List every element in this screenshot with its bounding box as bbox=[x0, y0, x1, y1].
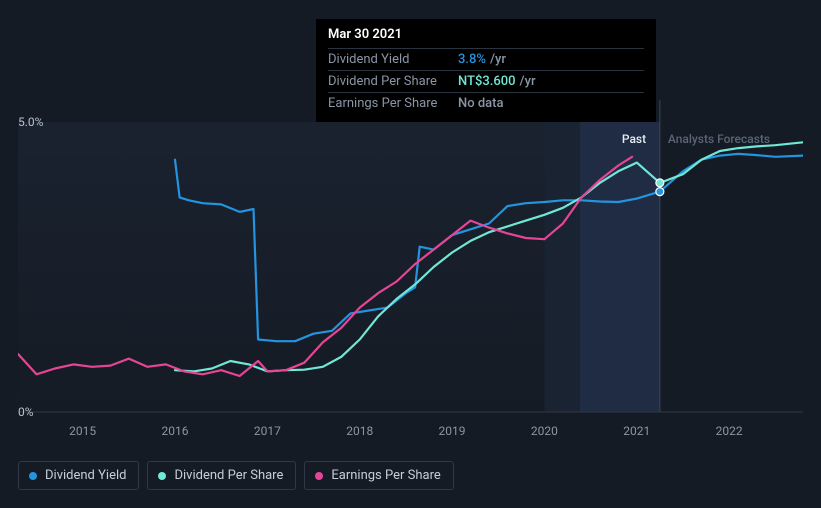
past-label: Past bbox=[622, 132, 646, 146]
legend-label: Dividend Yield bbox=[45, 468, 126, 483]
tooltip-row: Earnings Per ShareNo data bbox=[328, 92, 644, 114]
legend-item[interactable]: Earnings Per Share bbox=[304, 461, 453, 490]
legend-item[interactable]: Dividend Per Share bbox=[147, 461, 296, 490]
legend-dot-icon bbox=[158, 472, 166, 480]
tooltip-metric-unit: /yr bbox=[490, 52, 506, 67]
tooltip-row: Dividend Per ShareNT$3.600/yr bbox=[328, 70, 644, 92]
x-axis-label: 2020 bbox=[531, 424, 558, 438]
x-axis-label: 2019 bbox=[439, 424, 466, 438]
tooltip-date: Mar 30 2021 bbox=[328, 27, 644, 48]
x-axis-label: 2015 bbox=[69, 424, 96, 438]
legend-item[interactable]: Dividend Yield bbox=[18, 461, 139, 490]
tooltip-metric-label: Dividend Yield bbox=[328, 52, 458, 67]
chart-area[interactable]: 0%5.0% 20152016201720182019202020212022 … bbox=[18, 100, 803, 448]
x-axis-label: 2021 bbox=[623, 424, 650, 438]
tooltip-row: Dividend Yield3.8%/yr bbox=[328, 48, 644, 70]
forecast-label: Analysts Forecasts bbox=[668, 132, 770, 146]
legend-label: Dividend Per Share bbox=[174, 468, 283, 483]
tooltip-metric-value: No data bbox=[458, 96, 508, 111]
y-axis-label: 5.0% bbox=[18, 115, 43, 129]
legend-label: Earnings Per Share bbox=[331, 468, 440, 483]
tooltip-metric-unit: /yr bbox=[520, 74, 536, 89]
legend: Dividend Yield Dividend Per Share Earnings… bbox=[18, 461, 454, 490]
tooltip-metric-value: NT$3.600/yr bbox=[458, 74, 536, 89]
x-axis-label: 2022 bbox=[716, 424, 743, 438]
legend-dot-icon bbox=[29, 472, 37, 480]
tooltip-metric-label: Earnings Per Share bbox=[328, 96, 458, 111]
x-axis-label: 2018 bbox=[346, 424, 373, 438]
y-axis-label: 0% bbox=[18, 405, 34, 419]
chart-svg bbox=[18, 100, 803, 448]
chart-tooltip: Mar 30 2021 Dividend Yield3.8%/yrDividen… bbox=[316, 19, 656, 122]
x-axis-label: 2017 bbox=[254, 424, 281, 438]
x-axis-label: 2016 bbox=[162, 424, 189, 438]
tooltip-metric-label: Dividend Per Share bbox=[328, 74, 458, 89]
tooltip-metric-value: 3.8%/yr bbox=[458, 52, 506, 67]
legend-dot-icon bbox=[315, 472, 323, 480]
